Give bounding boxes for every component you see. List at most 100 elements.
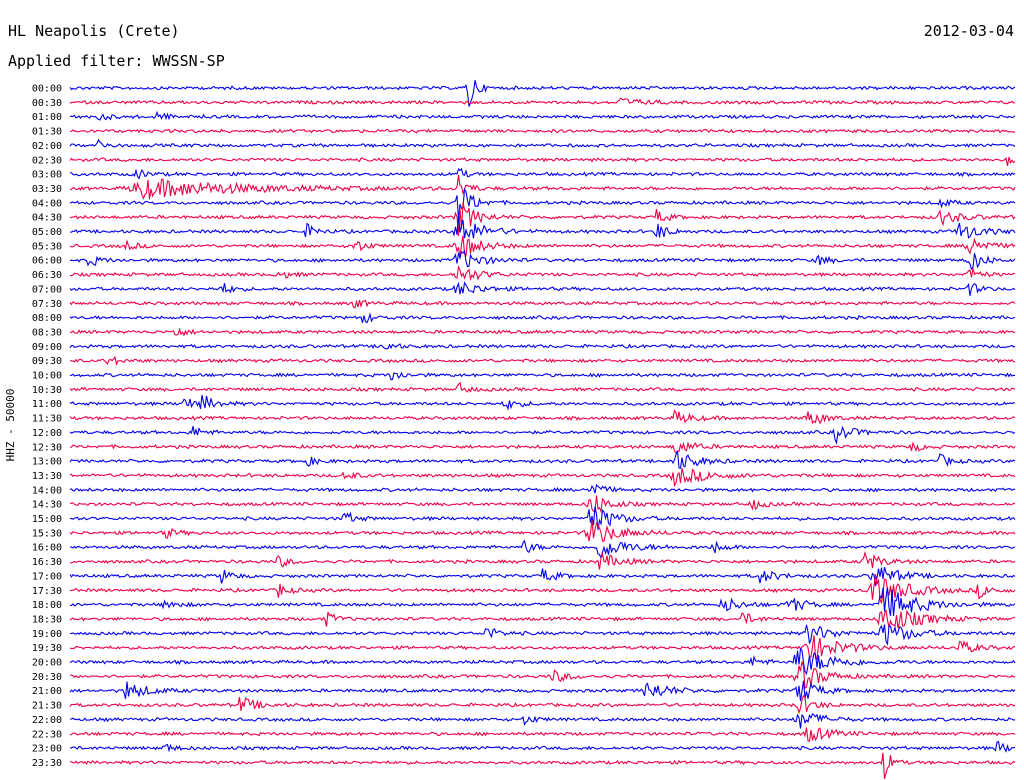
time-tick-label: 01:30	[32, 127, 62, 138]
time-tick-label: 12:30	[32, 442, 62, 453]
time-tick-label: 13:30	[32, 471, 62, 482]
trace-line	[69, 156, 1016, 167]
station-title: HL Neapolis (Crete)	[8, 22, 180, 40]
trace-line	[69, 752, 1016, 780]
time-tick-label: 03:00	[32, 170, 62, 181]
time-tick-label: 14:00	[32, 485, 62, 496]
trace-line	[69, 312, 1016, 324]
trace-line	[70, 574, 1016, 604]
time-tick-label: 02:30	[32, 155, 62, 166]
trace-line	[69, 381, 1016, 393]
time-tick-label: 00:00	[32, 84, 62, 95]
trace-group	[69, 80, 1016, 780]
time-tick-label: 13:00	[32, 457, 62, 468]
trace-line	[69, 394, 1016, 411]
trace-line	[69, 680, 1016, 702]
time-tick-label: 11:30	[32, 414, 62, 425]
time-tick-label: 23:30	[32, 758, 62, 769]
time-tick-label: 01:00	[32, 112, 62, 123]
trace-line	[70, 167, 1016, 180]
trace-line	[69, 216, 1016, 239]
time-tick-label: 11:00	[32, 399, 62, 410]
date-label: 2012-03-04	[923, 22, 1014, 40]
trace-line	[69, 80, 1016, 107]
trace-line	[69, 235, 1016, 258]
time-tick-label: 06:30	[32, 270, 62, 281]
time-tick-label: 19:30	[32, 643, 62, 654]
trace-line	[69, 635, 1016, 660]
time-tick-label: 14:30	[32, 500, 62, 511]
trace-line	[69, 727, 1016, 743]
trace-line	[69, 327, 1016, 337]
trace-line	[69, 128, 1016, 134]
time-tick-label: 12:00	[32, 428, 62, 439]
time-tick-label: 09:00	[32, 342, 62, 353]
time-tick-label: 04:30	[32, 213, 62, 224]
trace-line	[69, 609, 1016, 629]
time-tick-label: 17:00	[32, 571, 62, 582]
trace-line	[69, 539, 1016, 560]
time-tick-label: 09:30	[32, 356, 62, 367]
time-tick-labels: 00:00 00:30 01:00 01:30 02:00 02:30 03:00 03:30…	[32, 84, 62, 769]
time-tick-label: 20:30	[32, 672, 62, 683]
trace-line	[69, 187, 1016, 220]
trace-line	[69, 624, 1016, 646]
trace-line	[70, 110, 1016, 121]
time-tick-label: 08:00	[32, 313, 62, 324]
time-tick-label: 17:30	[32, 586, 62, 597]
time-tick-label: 10:00	[32, 371, 62, 382]
trace-line	[69, 281, 1016, 296]
time-tick-label: 00:30	[32, 98, 62, 109]
trace-line	[69, 450, 1016, 469]
time-tick-label: 07:30	[32, 299, 62, 310]
trace-line	[69, 495, 1016, 514]
time-tick-label: 03:30	[32, 184, 62, 195]
time-tick-label: 18:30	[32, 614, 62, 625]
time-tick-label: 21:00	[32, 686, 62, 697]
time-tick-label: 08:30	[32, 327, 62, 338]
time-tick-label: 05:00	[32, 227, 62, 238]
trace-line	[69, 138, 1016, 149]
trace-line	[69, 441, 1016, 454]
trace-line	[70, 264, 1016, 281]
time-tick-label: 19:00	[32, 629, 62, 640]
trace-line	[69, 249, 1016, 271]
trace-line	[69, 343, 1016, 350]
time-tick-label: 22:00	[32, 715, 62, 726]
trace-line	[70, 740, 1016, 753]
trace-line	[69, 299, 1016, 309]
time-tick-label: 02:00	[32, 141, 62, 152]
time-tick-label: 16:00	[32, 543, 62, 554]
time-tick-label: 23:00	[32, 744, 62, 755]
trace-line	[69, 97, 1016, 105]
filter-label: Applied filter: WWSSN-SP	[8, 52, 225, 70]
trace-line	[69, 661, 1016, 690]
time-tick-label: 20:00	[32, 658, 62, 669]
trace-line	[69, 409, 1016, 425]
time-tick-label: 07:00	[32, 284, 62, 295]
trace-line	[69, 202, 1016, 237]
time-tick-label: 15:00	[32, 514, 62, 525]
trace-line	[69, 550, 1016, 570]
time-tick-label: 10:30	[32, 385, 62, 396]
trace-line	[69, 567, 1016, 587]
trace-line	[69, 506, 1016, 530]
time-tick-label: 18:00	[32, 600, 62, 611]
trace-line	[69, 174, 1016, 200]
trace-line	[69, 483, 1016, 494]
time-tick-label: 05:30	[32, 241, 62, 252]
trace-line	[69, 355, 1016, 367]
trace-line	[69, 519, 1016, 542]
time-tick-label: 06:00	[32, 256, 62, 267]
y-axis-label: HHZ - 50000	[4, 389, 17, 462]
trace-line	[69, 694, 1016, 715]
trace-line	[69, 425, 1016, 445]
time-tick-label: 22:30	[32, 729, 62, 740]
time-tick-label: 21:30	[32, 701, 62, 712]
trace-line	[69, 647, 1016, 676]
time-tick-label: 16:30	[32, 557, 62, 568]
time-tick-label: 15:30	[32, 528, 62, 539]
trace-line	[69, 713, 1016, 729]
time-tick-label: 04:00	[32, 198, 62, 209]
trace-line	[69, 371, 1016, 381]
